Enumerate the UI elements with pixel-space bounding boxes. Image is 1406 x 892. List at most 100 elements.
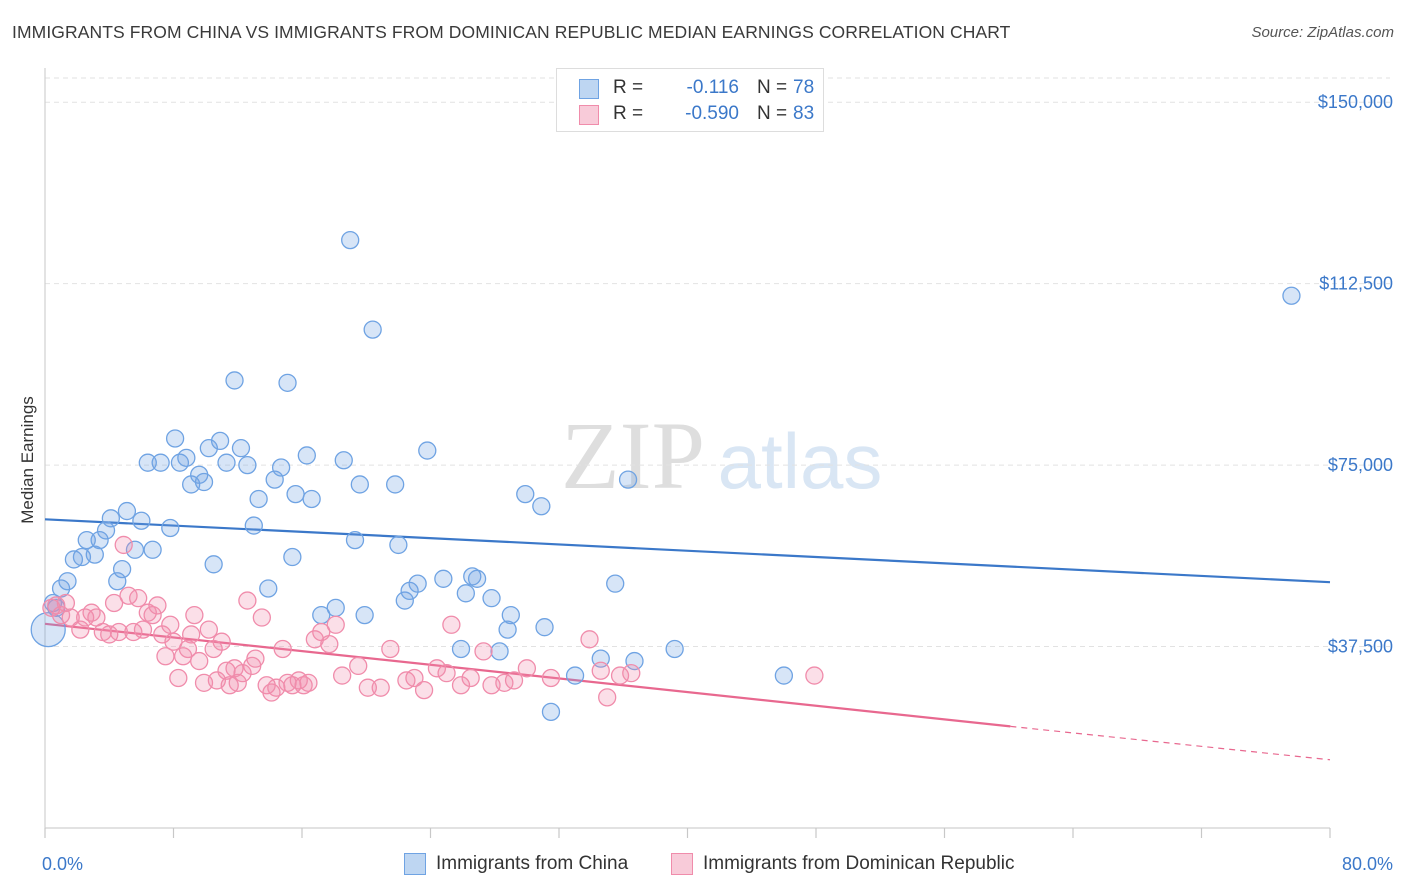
china-point <box>77 530 96 550</box>
data-points <box>30 230 1301 722</box>
dominican-point <box>161 615 180 634</box>
legend-label: Immigrants from China <box>436 853 629 874</box>
china-point <box>225 371 244 390</box>
dominican-point <box>461 668 480 688</box>
china-point <box>217 453 236 472</box>
dominican-point <box>182 625 201 644</box>
watermark-zip: ZIP <box>561 402 705 509</box>
dominican-point <box>517 659 537 678</box>
china-point <box>451 639 471 659</box>
dominican-point <box>104 593 124 613</box>
china-point <box>482 589 501 608</box>
china-point <box>498 620 517 639</box>
china-point <box>112 559 132 579</box>
dominican-point <box>109 622 129 642</box>
china-point <box>501 605 520 625</box>
china-point <box>117 501 137 521</box>
china-point <box>143 540 162 559</box>
china-point <box>151 453 170 472</box>
china-point <box>302 489 321 509</box>
chart-legend: Immigrants from China Immigrants from Do… <box>0 852 1406 878</box>
china-point <box>238 455 257 475</box>
china-point <box>259 579 278 598</box>
trend-lines <box>44 518 1331 761</box>
n-value: 78 <box>793 77 815 98</box>
dominican-point <box>185 605 204 625</box>
china-point <box>231 439 251 458</box>
r-label: R = <box>613 103 644 124</box>
china-trend-line <box>44 518 1331 584</box>
dominican-point <box>299 673 318 692</box>
dominican-point <box>156 647 175 666</box>
china-point <box>194 472 214 492</box>
china-point <box>355 605 374 625</box>
dominican-point <box>541 668 561 688</box>
r-value: -0.116 <box>686 77 739 98</box>
dominican-point <box>622 664 641 683</box>
x-tick-label: 0.0% <box>42 854 83 874</box>
axes <box>44 68 1331 838</box>
china-point <box>138 453 157 472</box>
dominican-point <box>143 605 162 625</box>
chart-source: Source: ZipAtlas.com <box>1251 24 1394 41</box>
r-value: -0.590 <box>685 103 739 124</box>
dominican-point <box>805 666 824 685</box>
china-point <box>1282 286 1301 305</box>
china-point <box>165 429 185 448</box>
legend-label: Immigrants from Dominican Republic <box>703 853 1015 874</box>
dominican-point <box>246 649 265 668</box>
china-point <box>90 530 109 550</box>
china-legend-swatch <box>404 853 426 875</box>
dominican-point <box>405 668 424 688</box>
china-point <box>177 448 196 467</box>
china-point <box>467 569 487 588</box>
r-label: R = <box>613 77 644 98</box>
dominican-point <box>56 593 76 613</box>
x-tick-label: 80.0% <box>1342 854 1393 874</box>
china-point <box>389 535 408 555</box>
n-label: N = <box>757 103 788 124</box>
china-point <box>199 439 218 458</box>
china-point <box>541 702 561 722</box>
china-point <box>606 574 625 593</box>
china-point <box>408 574 427 593</box>
china-point <box>210 431 230 451</box>
china-point <box>326 598 345 617</box>
china-point <box>516 484 535 504</box>
china-point <box>125 540 145 559</box>
y-tick-label: $150,000 <box>1318 92 1393 112</box>
china-point <box>161 518 180 538</box>
y-tick-label: $37,500 <box>1328 637 1393 657</box>
dominican-point <box>228 673 247 692</box>
dominican-point <box>238 591 257 610</box>
china-point <box>490 642 509 661</box>
dominican-point <box>273 639 292 659</box>
dominican-point <box>305 630 325 649</box>
n-value: 83 <box>793 103 815 124</box>
dominican-point <box>349 656 368 676</box>
dominican-point <box>212 632 231 651</box>
dominican-point <box>164 632 183 651</box>
china-point <box>434 569 453 588</box>
dominican-point <box>610 666 630 685</box>
chart-title: IMMIGRANTS FROM CHINA VS IMMIGRANTS FROM… <box>12 22 1011 42</box>
dominican-point <box>320 634 339 654</box>
dominican-point <box>199 620 218 639</box>
dominican-point <box>169 668 188 688</box>
dominican-point <box>371 678 390 697</box>
china-point <box>30 611 66 648</box>
china-point <box>132 511 151 530</box>
dominican-point <box>252 608 271 627</box>
tick-labels: $37,500 $75,000 $112,500 $150,000 0.0% 80.0% <box>42 92 1393 874</box>
y-tick-label: $75,000 <box>1328 455 1393 475</box>
dominican-point <box>358 678 378 697</box>
china-point <box>386 475 405 494</box>
china-point <box>463 567 482 586</box>
dominican-point <box>381 639 400 659</box>
china-point <box>249 489 268 509</box>
china-point <box>418 441 437 460</box>
dominican-point <box>598 688 617 707</box>
dominican-point <box>42 598 61 617</box>
dominican-point <box>451 676 471 695</box>
dominican-point <box>178 639 198 659</box>
